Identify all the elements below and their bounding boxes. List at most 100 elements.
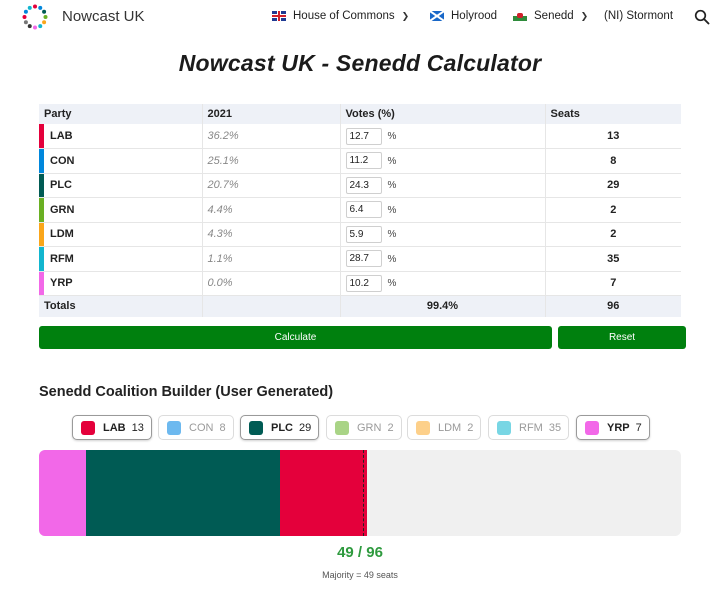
votes-cell: % [339,124,545,149]
totals-label: Totals [39,295,202,317]
votes-cell: % [339,246,545,272]
nav-senedd[interactable]: Senedd ❯ [513,10,588,22]
nav-label: Holyrood [451,10,498,22]
party-color-swatch [81,420,95,435]
seat-segment-yrp [39,450,86,536]
coalition-chip-con[interactable]: CON 8 [158,415,234,440]
votes-cell: % [339,222,545,247]
majority-label: Majority = 49 seats [322,570,398,580]
header-2021: 2021 [201,104,340,124]
votes-input[interactable] [345,152,382,170]
seat-count: 13 [544,124,681,149]
wales-flag-icon [513,11,527,21]
party-name: LDM [39,222,202,247]
table-row-plc: PLC 20.7%% 29 [39,173,681,198]
table-row-con: CON 25.1%% 8 [39,148,681,174]
previous-result: 36.2% [201,124,340,149]
chip-party: CON [189,421,214,434]
party-color-swatch [39,124,44,148]
chip-seats: 29 [299,421,312,434]
chip-party: YRP [607,421,630,434]
percent-sign: % [387,180,397,192]
chip-party: LAB [103,421,126,434]
party-color-swatch [249,420,263,435]
percent-sign: % [387,229,397,241]
uk-flag-icon [272,11,286,21]
coalition-chip-plc[interactable]: PLC 29 [240,415,320,440]
header-votes: Votes (%) [339,104,545,124]
votes-cell: % [339,148,545,174]
nav-label: House of Commons [293,10,395,22]
coalition-chip-lab[interactable]: LAB 13 [72,415,152,440]
seat-count: 2 [544,222,681,247]
chip-party: PLC [271,421,293,434]
party-label: GRN [50,203,75,216]
seat-count: 35 [544,246,681,272]
previous-result: 4.3% [201,222,340,247]
seat-count: 8 [544,148,681,174]
table-row-ldm: LDM 4.3%% 2 [39,222,681,247]
votes-input[interactable] [345,176,382,194]
coalition-chip-rfm[interactable]: RFM 35 [488,415,570,440]
votes-cell: % [339,197,545,223]
nav-holyrood[interactable]: Holyrood [430,10,497,22]
party-name: LAB [39,124,202,149]
brand-name[interactable]: Nowcast UK [62,8,145,25]
coalition-chip-ldm[interactable]: LDM 2 [407,415,482,440]
chip-seats: 13 [131,421,144,434]
table-row-grn: GRN 4.4%% 2 [39,197,681,223]
party-name: CON [39,148,202,174]
table-row-yrp: YRP 0.0%% 7 [39,271,681,296]
chip-seats: 8 [219,421,226,434]
chip-seats: 2 [387,421,394,434]
party-name: GRN [39,197,202,223]
page-title: Nowcast UK - Senedd Calculator [178,50,542,76]
totals-seats: 96 [544,295,681,317]
chip-party: LDM [438,421,462,434]
votes-input[interactable] [345,127,382,145]
party-name: PLC [39,173,202,198]
votes-input[interactable] [345,225,382,243]
totals-row: Totals 99.4% 96 [39,295,681,317]
seat-count: 7 [544,271,681,296]
table-header-row: Party 2021 Votes (%) Seats [39,104,681,124]
party-color-swatch [39,271,44,295]
table-row-rfm: RFM 1.1%% 35 [39,246,681,272]
nowcast-logo-icon[interactable] [21,3,49,31]
totals-votes: 99.4% [339,295,545,317]
party-label: YRP [50,277,73,290]
seat-segment-plc [85,450,280,536]
party-color-swatch [497,420,511,435]
party-color-swatch [39,173,44,197]
search-icon[interactable] [694,9,710,25]
chevron-down-icon: ❯ [401,10,410,21]
party-name: YRP [39,271,202,296]
chip-seats: 7 [635,421,642,434]
party-color-swatch [167,420,181,435]
coalition-seat-bar [39,450,681,536]
votes-input[interactable] [345,250,382,268]
party-label: CON [50,154,75,167]
coalition-builder-title: Senedd Coalition Builder (User Generated… [39,384,334,400]
reset-button[interactable]: Reset [558,326,686,349]
nav-stormont[interactable]: (NI) Stormont [604,10,673,22]
chip-party: RFM [519,421,543,434]
votes-input[interactable] [345,274,382,292]
coalition-chip-yrp[interactable]: YRP 7 [576,415,650,440]
party-color-swatch [39,198,44,222]
calculate-button[interactable]: Calculate [39,326,552,349]
votes-input[interactable] [345,201,382,219]
coalition-chip-grn[interactable]: GRN 2 [326,415,402,440]
percent-sign: % [387,130,397,142]
previous-result: 25.1% [201,148,340,174]
party-label: LDM [50,228,74,241]
chip-party: GRN [357,421,382,434]
party-color-swatch [416,420,430,435]
percent-sign: % [387,155,397,167]
nav-house-of-commons[interactable]: House of Commons ❯ [272,10,409,22]
header-party: Party [39,104,202,124]
seat-count: 2 [544,197,681,223]
previous-result: 20.7% [201,173,340,198]
scotland-flag-icon [430,11,444,21]
votes-cell: % [339,173,545,198]
